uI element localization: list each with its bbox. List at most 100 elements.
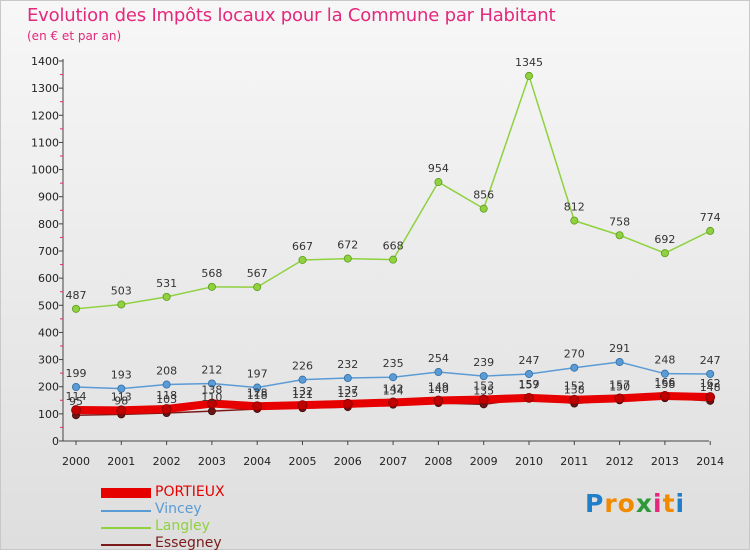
y-tick-label: 900	[38, 191, 59, 204]
data-point-essegney	[207, 407, 216, 416]
data-label-vincey: 247	[519, 354, 540, 367]
data-point-vincey	[343, 374, 352, 383]
y-tick-label: 500	[38, 299, 59, 312]
data-label-portieux: 153	[473, 379, 494, 392]
legend-swatch	[101, 510, 151, 512]
data-label-portieux: 157	[609, 378, 630, 391]
x-tick-label: 2007	[379, 455, 407, 468]
logo-letter: i	[675, 489, 686, 518]
legend-swatch	[101, 527, 151, 529]
logo-letter: x	[635, 489, 653, 518]
x-tick-label: 2009	[470, 455, 498, 468]
data-point-vincey	[162, 380, 171, 389]
data-point-vincey	[479, 372, 488, 381]
data-label-portieux: 166	[654, 376, 675, 389]
data-label-portieux: 113	[111, 390, 132, 403]
data-label-essegney: 98	[114, 394, 128, 407]
data-label-vincey: 199	[66, 367, 87, 380]
data-label-vincey: 247	[700, 354, 721, 367]
logo-letter: i	[653, 489, 663, 518]
data-point-langley	[660, 249, 669, 258]
legend-label: Vincey	[155, 501, 202, 517]
data-label-langley: 1345	[515, 56, 543, 69]
chart-title: Evolution des Impôts locaux pour la Comm…	[27, 5, 556, 26]
data-label-essegney: 118	[247, 389, 268, 402]
y-tick-label: 600	[38, 272, 59, 285]
y-tick-label: 1200	[31, 109, 59, 122]
data-label-portieux: 132	[292, 385, 313, 398]
data-label-langley: 567	[247, 267, 268, 280]
x-tick-label: 2011	[560, 455, 588, 468]
data-point-langley	[162, 292, 171, 301]
data-point-langley	[72, 304, 81, 313]
data-label-essegney: 125	[337, 387, 358, 400]
data-point-portieux	[161, 404, 172, 414]
data-label-vincey: 270	[564, 348, 585, 361]
x-tick-label: 2010	[515, 455, 543, 468]
x-tick-label: 2000	[62, 455, 90, 468]
data-point-portieux	[252, 401, 263, 412]
chart-axes: 0 100 200 300 400 500 600 700 800 900 1000 1100 1200…	[31, 55, 724, 468]
data-point-portieux	[524, 392, 534, 403]
data-label-essegney: 135	[473, 384, 494, 397]
data-label-langley: 568	[201, 267, 222, 280]
x-tick-label: 2014	[696, 455, 724, 468]
data-label-portieux: 142	[383, 382, 404, 395]
data-point-portieux	[705, 392, 716, 402]
data-label-portieux: 138	[201, 384, 222, 397]
data-label-essegney: 148	[700, 381, 721, 394]
data-label-vincey: 226	[292, 360, 313, 373]
data-label-vincey: 208	[156, 365, 177, 378]
data-label-portieux: 118	[156, 389, 177, 402]
data-point-vincey	[253, 383, 262, 392]
data-point-vincey	[525, 369, 534, 378]
data-label-langley: 758	[609, 215, 630, 228]
data-label-langley: 672	[337, 239, 358, 252]
data-label-essegney: 158	[654, 378, 675, 391]
data-label-layer: 487 503 531 568 567 667 672 668 954 856 1345 812 758…	[66, 56, 721, 408]
logo-letter: P	[585, 489, 605, 518]
y-tick-label: 1300	[31, 82, 59, 95]
y-tick-label: 1400	[31, 55, 59, 68]
data-point-portieux	[297, 400, 308, 411]
data-label-portieux: 137	[337, 384, 358, 397]
data-label-vincey: 197	[247, 368, 268, 381]
data-label-portieux: 152	[564, 380, 585, 393]
data-label-essegney: 103	[156, 393, 177, 406]
data-label-langley: 487	[66, 289, 87, 302]
logo-letter: r	[604, 489, 618, 518]
data-point-portieux	[478, 394, 489, 405]
data-label-langley: 774	[700, 211, 721, 224]
y-tick-label: 200	[38, 381, 59, 394]
data-point-langley	[253, 283, 262, 292]
x-tick-label: 2008	[424, 455, 452, 468]
y-tick-label: 300	[38, 354, 59, 367]
data-label-portieux: 159	[519, 378, 540, 391]
data-label-essegney: 138	[564, 384, 585, 397]
data-label-portieux: 128	[247, 386, 268, 399]
series-line-langley	[75, 75, 711, 310]
data-point-langley	[479, 204, 488, 213]
data-point-portieux	[569, 394, 580, 405]
legend-label: Langley	[155, 518, 210, 534]
data-point-portieux	[116, 405, 127, 416]
y-tick-label: 0	[52, 435, 59, 448]
data-label-langley: 668	[383, 240, 404, 253]
x-tick-label: 2005	[289, 455, 317, 468]
y-tick-label: 1000	[31, 164, 59, 177]
data-point-vincey	[72, 382, 81, 391]
proxiti-logo: Proxiti	[585, 489, 685, 518]
data-point-langley	[615, 231, 624, 240]
data-point-langley	[434, 178, 443, 187]
data-label-vincey: 254	[428, 352, 449, 365]
data-label-langley: 856	[473, 189, 494, 202]
data-point-portieux	[660, 391, 670, 401]
data-label-essegney: 95	[69, 395, 83, 408]
data-label-portieux: 114	[66, 390, 87, 403]
data-point-langley	[298, 255, 307, 264]
data-point-vincey	[117, 384, 126, 393]
legend-swatch	[101, 488, 151, 498]
data-label-essegney: 110	[201, 391, 222, 404]
